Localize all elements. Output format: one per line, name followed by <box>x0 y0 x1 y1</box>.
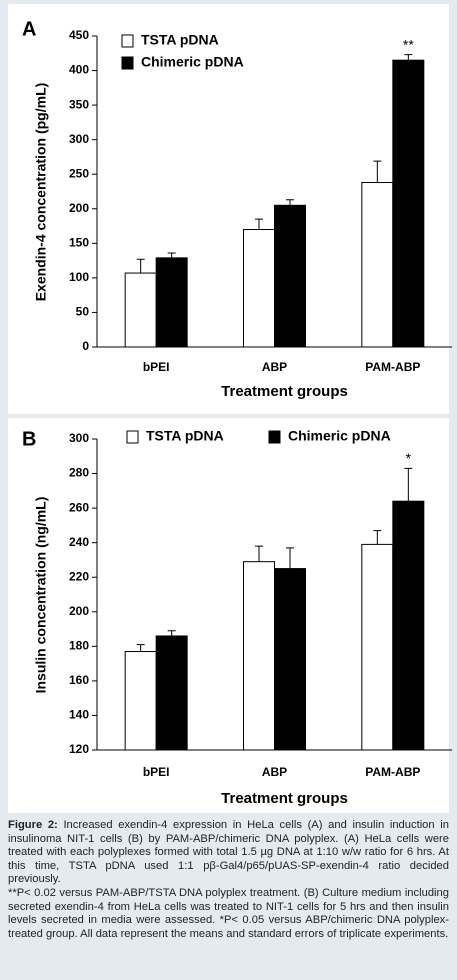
x-tick-label: PAM-ABP <box>365 360 420 374</box>
x-tick-label: bPEI <box>143 360 170 374</box>
y-tick-label: 50 <box>76 305 90 319</box>
y-tick-label: 120 <box>69 742 89 756</box>
legend-swatch <box>126 430 139 444</box>
caption-paragraph: **P< 0.02 versus PAM-ABP/TSTA DNA polypl… <box>8 886 449 940</box>
bar <box>155 257 188 348</box>
error-bar <box>373 160 382 183</box>
bar <box>243 561 275 751</box>
legend-swatch <box>268 430 281 444</box>
legend-label: TSTA pDNA <box>141 32 219 48</box>
bar <box>361 543 394 751</box>
error-bar <box>286 199 294 206</box>
y-axis-title: Insulin concentration (ng/mL) <box>33 497 49 694</box>
annotation: ** <box>403 36 414 52</box>
y-tick-label: 350 <box>69 97 89 111</box>
error-bar <box>167 630 176 636</box>
y-tick-label: 200 <box>69 604 89 618</box>
bar <box>243 229 275 348</box>
caption: Figure 2: Increased exendin-4 expression… <box>8 819 449 941</box>
y-tick-label: 400 <box>69 63 89 77</box>
y-tick-label: 100 <box>69 270 89 284</box>
error-bar <box>286 547 294 569</box>
bar <box>124 651 157 751</box>
x-tick-label: bPEI <box>143 765 170 779</box>
bar <box>124 272 157 348</box>
annotation: * <box>406 450 412 466</box>
error-bar <box>404 467 413 502</box>
bar <box>274 568 306 751</box>
panel-label: A <box>22 18 36 40</box>
legend-swatch <box>121 56 134 70</box>
legend-label: Chimeric pDNA <box>141 54 244 70</box>
y-tick-label: 260 <box>69 500 89 514</box>
y-tick-label: 280 <box>69 466 89 480</box>
bar <box>392 59 425 348</box>
y-tick-label: 180 <box>69 639 89 653</box>
y-axis-title: Exendin-4 concentration (pg/mL) <box>33 83 49 302</box>
x-tick-label: PAM-ABP <box>365 765 420 779</box>
legend-label: Chimeric pDNA <box>288 428 391 444</box>
y-tick-label: 300 <box>69 431 89 445</box>
bar <box>392 500 425 751</box>
y-tick-label: 300 <box>69 132 89 146</box>
x-tick-label: ABP <box>262 360 287 374</box>
error-bar <box>167 252 176 258</box>
error-bar <box>136 258 145 274</box>
y-tick-label: 200 <box>69 201 89 215</box>
y-tick-label: 140 <box>69 708 89 722</box>
x-axis-title: Treatment groups <box>221 790 348 807</box>
bar <box>361 182 394 348</box>
y-tick-label: 450 <box>69 28 89 42</box>
x-tick-label: ABP <box>262 765 287 779</box>
error-bar <box>404 54 413 61</box>
y-tick-label: 220 <box>69 569 89 583</box>
y-tick-label: 150 <box>69 236 89 250</box>
y-tick-label: 160 <box>69 673 89 687</box>
bar <box>155 635 188 751</box>
caption-paragraph: Figure 2: Increased exendin-4 expression… <box>8 819 449 887</box>
legend-label: TSTA pDNA <box>146 428 224 444</box>
error-bar <box>255 218 263 230</box>
figure: A 0 50 100 150 200 250 300 350 400 450 Exendin-4 co… <box>8 4 452 813</box>
caption-text: Increased exendin-4 expression in HeLa c… <box>8 819 449 886</box>
error-bar <box>255 545 263 562</box>
caption-label: Figure 2: <box>8 819 58 831</box>
legend-swatch <box>121 34 134 48</box>
y-tick-label: 240 <box>69 535 89 549</box>
x-axis-title: Treatment groups <box>221 383 348 400</box>
bar <box>274 204 306 348</box>
panel-label: B <box>22 428 36 450</box>
y-tick-label: 250 <box>69 166 89 180</box>
y-tick-label: 0 <box>82 339 89 353</box>
error-bar <box>373 530 382 545</box>
error-bar <box>136 644 145 652</box>
